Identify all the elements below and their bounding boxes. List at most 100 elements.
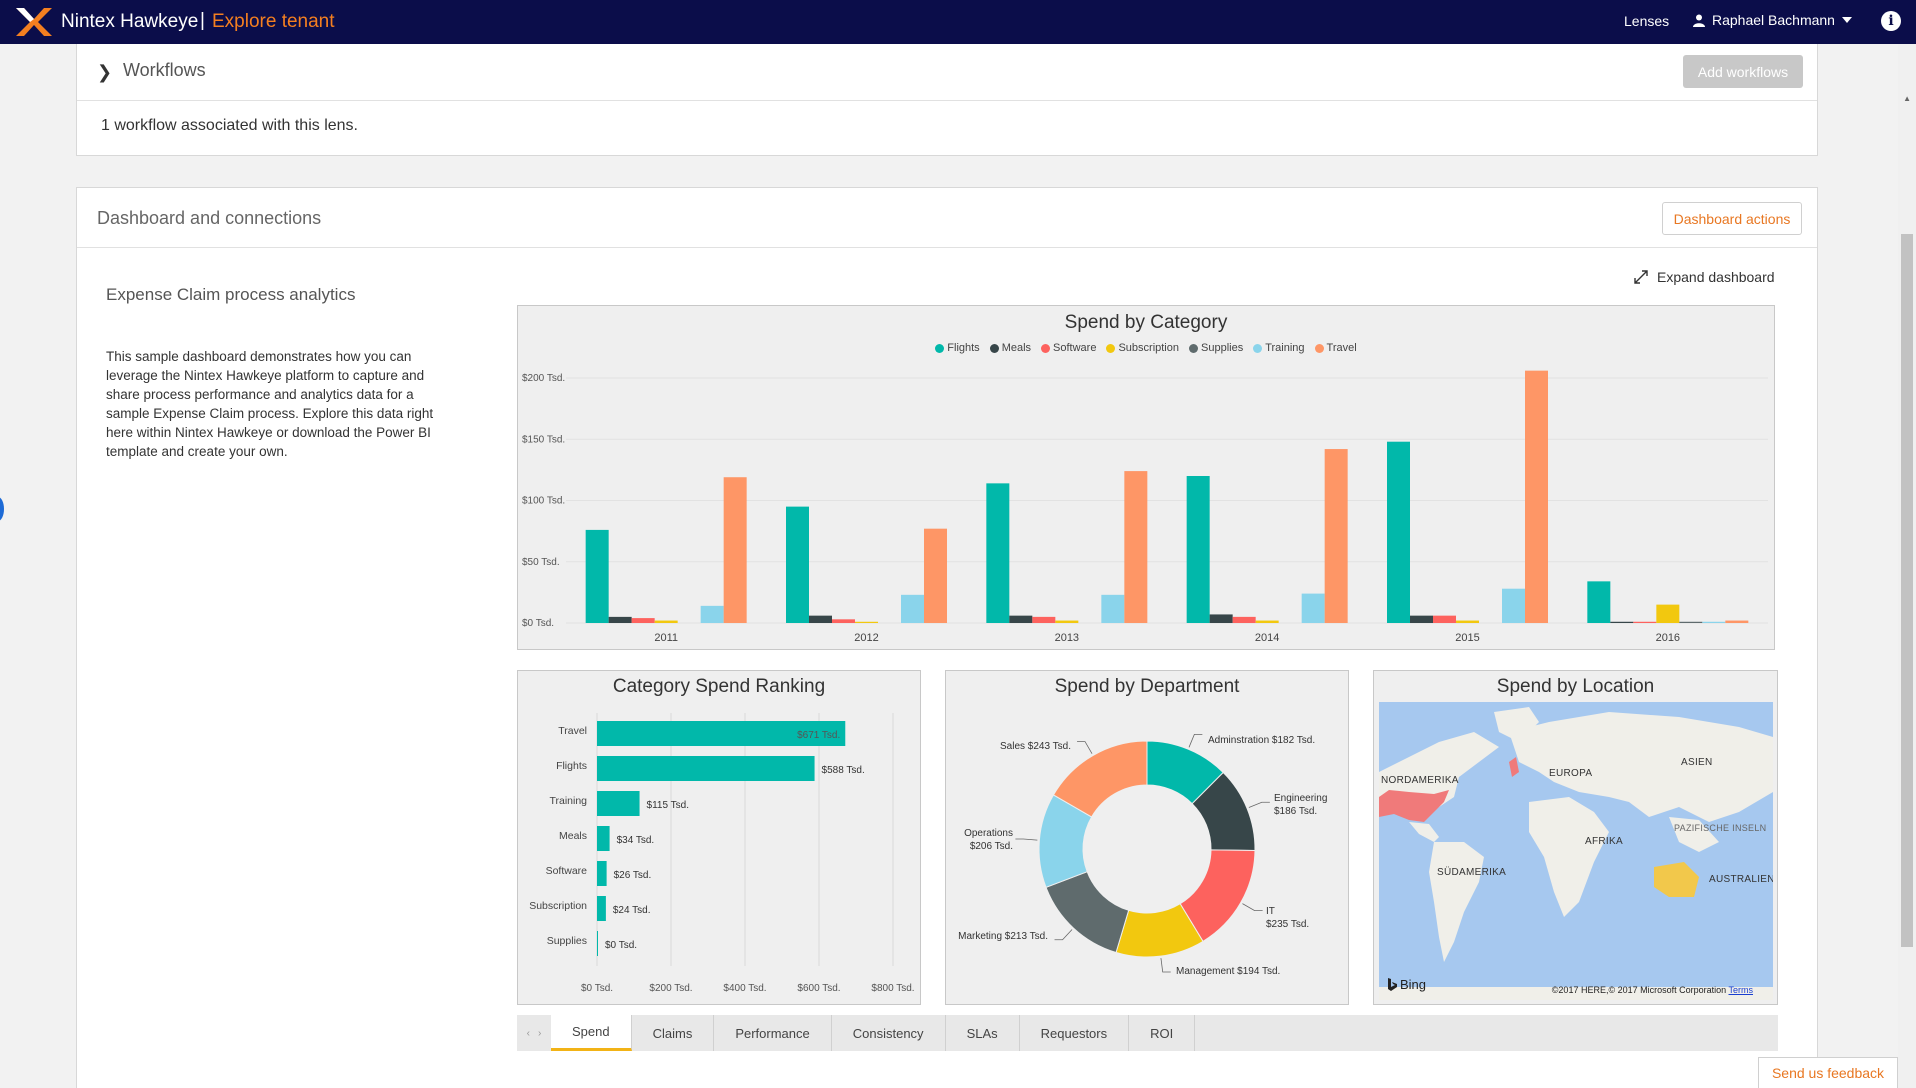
bar-software-2014 <box>1232 616 1256 623</box>
bar-subscription-2013 <box>1055 620 1079 623</box>
category-label: Flights <box>556 760 587 772</box>
legend-swatch <box>935 343 945 353</box>
tab-performance[interactable]: Performance <box>714 1015 832 1051</box>
label-africa: AFRIKA <box>1585 836 1623 847</box>
tab-slas[interactable]: SLAs <box>946 1015 1020 1051</box>
lenses-link[interactable]: Lenses <box>1624 13 1670 29</box>
add-workflows-button[interactable]: Add workflows <box>1683 55 1803 88</box>
spend-by-location-panel[interactable]: Spend by Location NORDAMERIKA EUROPA ASI… <box>1373 670 1778 1005</box>
label-asia: ASIEN <box>1681 757 1713 768</box>
spend-by-department-panel[interactable]: Spend by Department Adminstration $182 T… <box>945 670 1349 1005</box>
y-tick-label: $0 Tsd. <box>522 618 554 629</box>
bar-subscription-2012 <box>855 621 878 623</box>
bing-logo: Bing <box>1387 977 1426 992</box>
slice-label: Management $194 Tsd. <box>1176 966 1280 977</box>
tenant-name[interactable]: Explore tenant <box>212 11 335 32</box>
scroll-up-icon[interactable]: ▲ <box>1903 94 1911 103</box>
top-navigation-bar: Nintex Hawkeye | Explore tenant Lenses R… <box>0 0 1916 44</box>
tab-prev-icon[interactable]: ‹ <box>526 1027 530 1039</box>
slice-label: Sales $243 Tsd. <box>1000 741 1071 752</box>
ranking-bar-meals <box>597 826 610 851</box>
user-name: Raphael Bachmann <box>1712 12 1835 28</box>
legend-label: Meals <box>1001 342 1032 354</box>
data-label: $34 Tsd. <box>617 835 655 846</box>
spend-by-category-title: Spend by Category <box>1064 312 1228 333</box>
tab-spend[interactable]: Spend <box>551 1015 632 1051</box>
map-terms-link[interactable]: Terms <box>1728 985 1754 995</box>
category-spend-ranking-title: Category Spend Ranking <box>612 676 826 697</box>
legend-item-meals[interactable]: Meals <box>989 342 1032 354</box>
legend-item-flights[interactable]: Flights <box>935 342 980 354</box>
tab-consistency[interactable]: Consistency <box>832 1015 946 1051</box>
bar-supplies-2016 <box>1679 621 1703 623</box>
legend-label: Subscription <box>1118 342 1179 354</box>
legend-item-supplies[interactable]: Supplies <box>1189 342 1243 354</box>
leader-line <box>1242 903 1263 912</box>
x-tick-label: 2016 <box>1656 632 1680 644</box>
dashboard-actions-button[interactable]: Dashboard actions <box>1662 202 1802 235</box>
brand-separator: | <box>200 10 205 31</box>
caret-down-icon <box>1841 17 1852 23</box>
land-central-america <box>1409 822 1439 842</box>
user-icon <box>1693 14 1705 27</box>
bar-travel-2012 <box>924 528 947 623</box>
leader-line <box>1077 741 1093 754</box>
bar-subscription-2016 <box>1656 604 1680 623</box>
land-usa-highlight <box>1379 790 1449 822</box>
info-icon[interactable]: i <box>1881 11 1901 31</box>
user-menu[interactable]: Raphael Bachmann <box>1693 12 1852 28</box>
bar-training-2011 <box>700 605 724 623</box>
legend-swatch <box>1041 343 1051 353</box>
bar-travel-2015 <box>1525 370 1548 623</box>
bar-flights-2012 <box>786 506 809 623</box>
dashboard-subtitle: Expense Claim process analytics <box>106 285 356 304</box>
brand-name[interactable]: Nintex Hawkeye <box>61 11 199 32</box>
donut-slice-marketing <box>1045 871 1130 954</box>
leader-line <box>1015 838 1038 841</box>
bar-subscription-2014 <box>1255 620 1279 623</box>
side-handle[interactable] <box>0 497 4 521</box>
send-feedback-button[interactable]: Send us feedback <box>1758 1057 1898 1088</box>
bar-software-2011 <box>631 618 655 623</box>
bar-travel-2016 <box>1725 620 1749 623</box>
bar-travel-2011 <box>723 477 747 623</box>
slice-label: $186 Tsd. <box>1274 806 1317 817</box>
workflows-header[interactable]: ❯ Workflows Add workflows <box>77 44 1817 101</box>
spend-by-department-chart: Adminstration $182 Tsd. Engineering $186 T… <box>958 734 1327 977</box>
legend-item-software[interactable]: Software <box>1041 342 1096 354</box>
expand-dashboard-link[interactable]: Expand dashboard <box>1633 269 1775 285</box>
land-south-america <box>1429 842 1484 962</box>
expand-icon <box>1634 270 1648 284</box>
label-pacific: PAZIFISCHE INSELN <box>1674 823 1767 833</box>
tab-requestors[interactable]: Requestors <box>1020 1015 1130 1051</box>
label-north-america: NORDAMERIKA <box>1381 775 1459 786</box>
spend-by-category-panel[interactable]: Spend by Category Flights Meals Software Su… <box>517 305 1775 650</box>
legend-swatch <box>1253 343 1263 353</box>
donut-slice-sales <box>1052 740 1148 818</box>
x-tick-label: $200 Tsd. <box>649 983 692 994</box>
ranking-bar-flights <box>597 756 815 781</box>
scroll-thumb[interactable] <box>1901 234 1913 947</box>
bar-flights-2013 <box>986 483 1010 623</box>
legend-item-subscription[interactable]: Subscription <box>1106 342 1179 354</box>
leader-line <box>1160 958 1171 973</box>
data-label: $115 Tsd. <box>647 800 689 811</box>
legend-item-training[interactable]: Training <box>1253 342 1305 354</box>
bar-training-2016 <box>1702 621 1726 623</box>
world-map[interactable]: NORDAMERIKA EUROPA ASIEN PAZIFISCHE INSE… <box>1379 702 1773 1000</box>
workflows-title: Workflows <box>123 60 206 80</box>
page-scrollbar[interactable]: ▲ <box>1898 44 1916 1088</box>
label-europe: EUROPA <box>1549 768 1593 779</box>
slice-label: Operations <box>964 828 1013 839</box>
tab-roi[interactable]: ROI <box>1129 1015 1196 1051</box>
legend-item-travel[interactable]: Travel <box>1314 342 1357 354</box>
land-africa <box>1529 797 1609 917</box>
nintex-logo-icon[interactable] <box>14 6 54 38</box>
bar-flights-2015 <box>1387 441 1410 623</box>
category-spend-ranking-panel[interactable]: Category Spend Ranking $0 Tsd. $200 Tsd. $… <box>517 670 921 1005</box>
slice-label: $235 Tsd. <box>1266 919 1309 930</box>
tab-claims[interactable]: Claims <box>632 1015 715 1051</box>
bar-software-2012 <box>832 619 855 623</box>
tab-next-icon[interactable]: › <box>538 1027 542 1039</box>
chevron-right-icon[interactable]: ❯ <box>97 62 113 82</box>
